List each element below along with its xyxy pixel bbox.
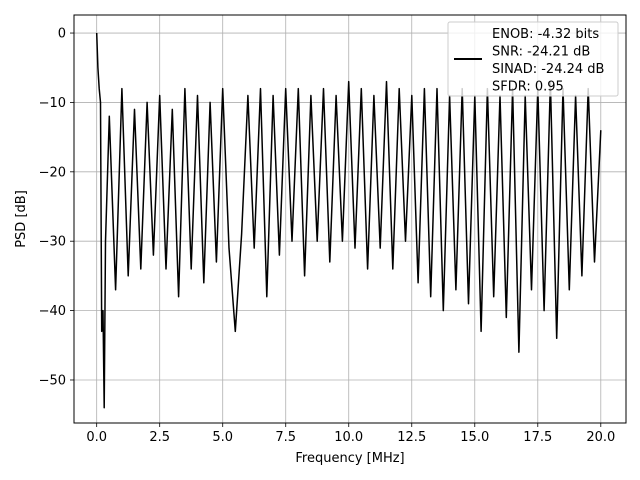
x-axis-label: Frequency [MHz] bbox=[295, 451, 404, 466]
legend-sfdr: SFDR: 0.95 bbox=[492, 80, 564, 95]
legend-enob: ENOB: -4.32 bits bbox=[492, 27, 599, 42]
psd-line bbox=[95, 32, 602, 409]
y-tick-label: −30 bbox=[39, 235, 66, 250]
ticks: 0.0 2.5 5.0 7.5 10.0 12.5 15.0 17.5 20.0 0 −10 −20 −… bbox=[39, 27, 616, 445]
y-tick-label: 0 bbox=[58, 27, 66, 42]
x-tick-label: 5.0 bbox=[212, 430, 233, 445]
y-tick-label: −40 bbox=[39, 304, 66, 319]
y-tick-label: −50 bbox=[39, 373, 66, 388]
legend-box bbox=[447, 21, 619, 97]
legend-sinad: SINAD: -24.24 dB bbox=[492, 62, 604, 77]
legend-snr: SNR: -24.21 dB bbox=[492, 45, 590, 60]
legend: ENOB: -4.32 bits SNR: -24.21 dB SINAD: -… bbox=[447, 21, 619, 97]
y-axis-label: PSD [dB] bbox=[14, 190, 29, 248]
x-tick-label: 10.0 bbox=[334, 430, 363, 445]
x-tick-label: 12.5 bbox=[397, 430, 426, 445]
x-tick-label: 7.5 bbox=[275, 430, 296, 445]
y-tick-label: −20 bbox=[39, 165, 66, 180]
x-tick-label: 2.5 bbox=[149, 430, 170, 445]
x-tick-label: 0.0 bbox=[86, 430, 107, 445]
x-tick-label: 20.0 bbox=[586, 430, 615, 445]
y-tick-label: −10 bbox=[39, 96, 66, 111]
series-layer bbox=[95, 32, 602, 409]
plot-frame bbox=[73, 14, 627, 424]
x-tick-label: 17.5 bbox=[523, 430, 552, 445]
x-tick-label: 15.0 bbox=[460, 430, 489, 445]
